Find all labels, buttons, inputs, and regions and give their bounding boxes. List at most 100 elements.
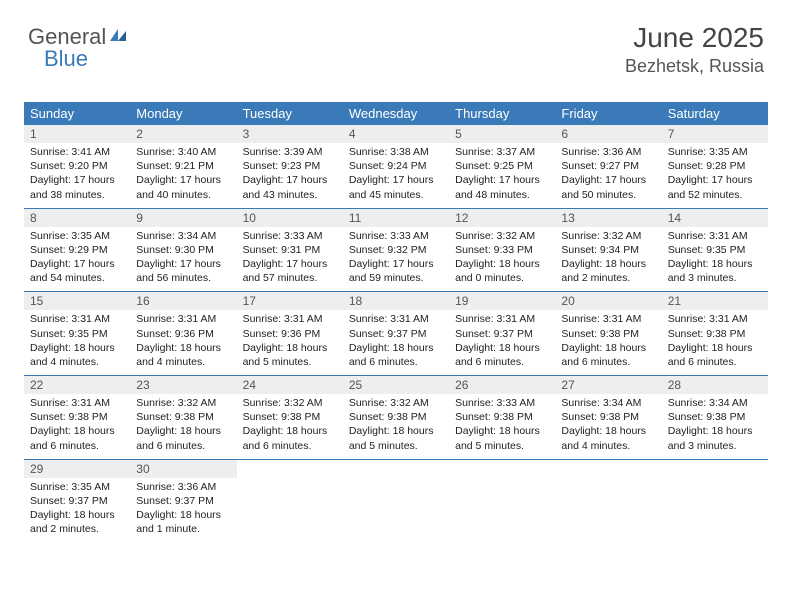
daynum-cell: 3	[237, 125, 343, 143]
day-cell: Sunrise: 3:31 AMSunset: 9:38 PMDaylight:…	[24, 394, 130, 459]
sunset-line: Sunset: 9:20 PM	[30, 159, 124, 173]
sunset-line: Sunset: 9:34 PM	[561, 243, 655, 257]
sunset-line: Sunset: 9:36 PM	[136, 327, 230, 341]
daylight-line: Daylight: 17 hours and 38 minutes.	[30, 173, 124, 201]
sunrise-line: Sunrise: 3:34 AM	[561, 396, 655, 410]
sunrise-line: Sunrise: 3:32 AM	[136, 396, 230, 410]
sunset-line: Sunset: 9:38 PM	[30, 410, 124, 424]
daylight-line: Daylight: 17 hours and 50 minutes.	[561, 173, 655, 201]
sunrise-line: Sunrise: 3:38 AM	[349, 145, 443, 159]
sunrise-line: Sunrise: 3:40 AM	[136, 145, 230, 159]
sunrise-line: Sunrise: 3:31 AM	[561, 312, 655, 326]
sunset-line: Sunset: 9:29 PM	[30, 243, 124, 257]
daynum-row: 891011121314	[24, 209, 768, 227]
daylight-line: Daylight: 18 hours and 5 minutes.	[243, 341, 337, 369]
daynum-cell: 23	[130, 376, 236, 394]
day-cell: Sunrise: 3:40 AMSunset: 9:21 PMDaylight:…	[130, 143, 236, 208]
sunrise-line: Sunrise: 3:31 AM	[30, 396, 124, 410]
day-cell: Sunrise: 3:37 AMSunset: 9:25 PMDaylight:…	[449, 143, 555, 208]
sunrise-line: Sunrise: 3:36 AM	[136, 480, 230, 494]
daynum-cell: 13	[555, 209, 661, 227]
daylight-line: Daylight: 18 hours and 4 minutes.	[561, 424, 655, 452]
daynum-cell: 14	[662, 209, 768, 227]
day-cell	[555, 478, 661, 543]
daylight-line: Daylight: 18 hours and 6 minutes.	[349, 341, 443, 369]
sunset-line: Sunset: 9:30 PM	[136, 243, 230, 257]
daynum-cell: 25	[343, 376, 449, 394]
day-cell: Sunrise: 3:39 AMSunset: 9:23 PMDaylight:…	[237, 143, 343, 208]
daynum-cell: 6	[555, 125, 661, 143]
sunset-line: Sunset: 9:38 PM	[136, 410, 230, 424]
header: June 2025 Bezhetsk, Russia	[625, 22, 764, 77]
daylight-line: Daylight: 18 hours and 5 minutes.	[455, 424, 549, 452]
daylight-line: Daylight: 18 hours and 3 minutes.	[668, 424, 762, 452]
sunrise-line: Sunrise: 3:32 AM	[455, 229, 549, 243]
sunset-line: Sunset: 9:33 PM	[455, 243, 549, 257]
day-cell: Sunrise: 3:31 AMSunset: 9:35 PMDaylight:…	[24, 310, 130, 375]
daynum-cell: 4	[343, 125, 449, 143]
daynum-cell: 10	[237, 209, 343, 227]
day-cell: Sunrise: 3:31 AMSunset: 9:37 PMDaylight:…	[449, 310, 555, 375]
sunrise-line: Sunrise: 3:41 AM	[30, 145, 124, 159]
sunset-line: Sunset: 9:35 PM	[30, 327, 124, 341]
sunrise-line: Sunrise: 3:35 AM	[30, 229, 124, 243]
sunset-line: Sunset: 9:32 PM	[349, 243, 443, 257]
daynum-cell: 1	[24, 125, 130, 143]
day-cell: Sunrise: 3:36 AMSunset: 9:27 PMDaylight:…	[555, 143, 661, 208]
sunrise-line: Sunrise: 3:31 AM	[455, 312, 549, 326]
sunrise-line: Sunrise: 3:33 AM	[243, 229, 337, 243]
daynum-cell	[449, 460, 555, 478]
daynum-cell: 24	[237, 376, 343, 394]
daynum-cell	[343, 460, 449, 478]
daylight-line: Daylight: 18 hours and 2 minutes.	[561, 257, 655, 285]
sunset-line: Sunset: 9:21 PM	[136, 159, 230, 173]
daylight-line: Daylight: 17 hours and 54 minutes.	[30, 257, 124, 285]
sunset-line: Sunset: 9:36 PM	[243, 327, 337, 341]
sunset-line: Sunset: 9:23 PM	[243, 159, 337, 173]
daynum-cell: 2	[130, 125, 236, 143]
day-cell	[662, 478, 768, 543]
sunrise-line: Sunrise: 3:33 AM	[455, 396, 549, 410]
daylight-line: Daylight: 18 hours and 6 minutes.	[455, 341, 549, 369]
daynum-cell: 18	[343, 292, 449, 310]
daynum-cell: 28	[662, 376, 768, 394]
sunrise-line: Sunrise: 3:35 AM	[668, 145, 762, 159]
day-cell: Sunrise: 3:35 AMSunset: 9:37 PMDaylight:…	[24, 478, 130, 543]
daylight-line: Daylight: 18 hours and 3 minutes.	[668, 257, 762, 285]
sunset-line: Sunset: 9:25 PM	[455, 159, 549, 173]
day-cell: Sunrise: 3:34 AMSunset: 9:38 PMDaylight:…	[555, 394, 661, 459]
calendar-table: Sunday Monday Tuesday Wednesday Thursday…	[24, 102, 768, 542]
weekday-header: Saturday	[662, 102, 768, 125]
weekday-header: Sunday	[24, 102, 130, 125]
daylight-line: Daylight: 18 hours and 6 minutes.	[243, 424, 337, 452]
day-cell: Sunrise: 3:34 AMSunset: 9:30 PMDaylight:…	[130, 227, 236, 292]
sunset-line: Sunset: 9:37 PM	[455, 327, 549, 341]
weekday-header: Monday	[130, 102, 236, 125]
day-cell: Sunrise: 3:31 AMSunset: 9:36 PMDaylight:…	[130, 310, 236, 375]
data-row: Sunrise: 3:31 AMSunset: 9:38 PMDaylight:…	[24, 394, 768, 459]
sunrise-line: Sunrise: 3:37 AM	[455, 145, 549, 159]
sunset-line: Sunset: 9:38 PM	[561, 410, 655, 424]
sunset-line: Sunset: 9:38 PM	[349, 410, 443, 424]
day-cell: Sunrise: 3:36 AMSunset: 9:37 PMDaylight:…	[130, 478, 236, 543]
day-cell: Sunrise: 3:33 AMSunset: 9:31 PMDaylight:…	[237, 227, 343, 292]
daynum-cell	[555, 460, 661, 478]
sunrise-line: Sunrise: 3:39 AM	[243, 145, 337, 159]
daylight-line: Daylight: 18 hours and 6 minutes.	[30, 424, 124, 452]
daynum-cell: 26	[449, 376, 555, 394]
day-cell: Sunrise: 3:34 AMSunset: 9:38 PMDaylight:…	[662, 394, 768, 459]
day-cell: Sunrise: 3:32 AMSunset: 9:33 PMDaylight:…	[449, 227, 555, 292]
daylight-line: Daylight: 17 hours and 43 minutes.	[243, 173, 337, 201]
sunset-line: Sunset: 9:38 PM	[668, 327, 762, 341]
day-cell: Sunrise: 3:33 AMSunset: 9:32 PMDaylight:…	[343, 227, 449, 292]
daylight-line: Daylight: 18 hours and 6 minutes.	[561, 341, 655, 369]
daylight-line: Daylight: 18 hours and 1 minute.	[136, 508, 230, 536]
day-cell: Sunrise: 3:35 AMSunset: 9:29 PMDaylight:…	[24, 227, 130, 292]
daynum-cell: 9	[130, 209, 236, 227]
sunrise-line: Sunrise: 3:31 AM	[349, 312, 443, 326]
daynum-cell: 12	[449, 209, 555, 227]
daylight-line: Daylight: 17 hours and 59 minutes.	[349, 257, 443, 285]
day-cell: Sunrise: 3:31 AMSunset: 9:35 PMDaylight:…	[662, 227, 768, 292]
daylight-line: Daylight: 17 hours and 57 minutes.	[243, 257, 337, 285]
page-title: June 2025	[625, 22, 764, 54]
